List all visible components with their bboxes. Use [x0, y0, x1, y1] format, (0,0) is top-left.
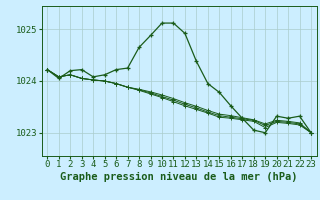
X-axis label: Graphe pression niveau de la mer (hPa): Graphe pression niveau de la mer (hPa): [60, 172, 298, 182]
